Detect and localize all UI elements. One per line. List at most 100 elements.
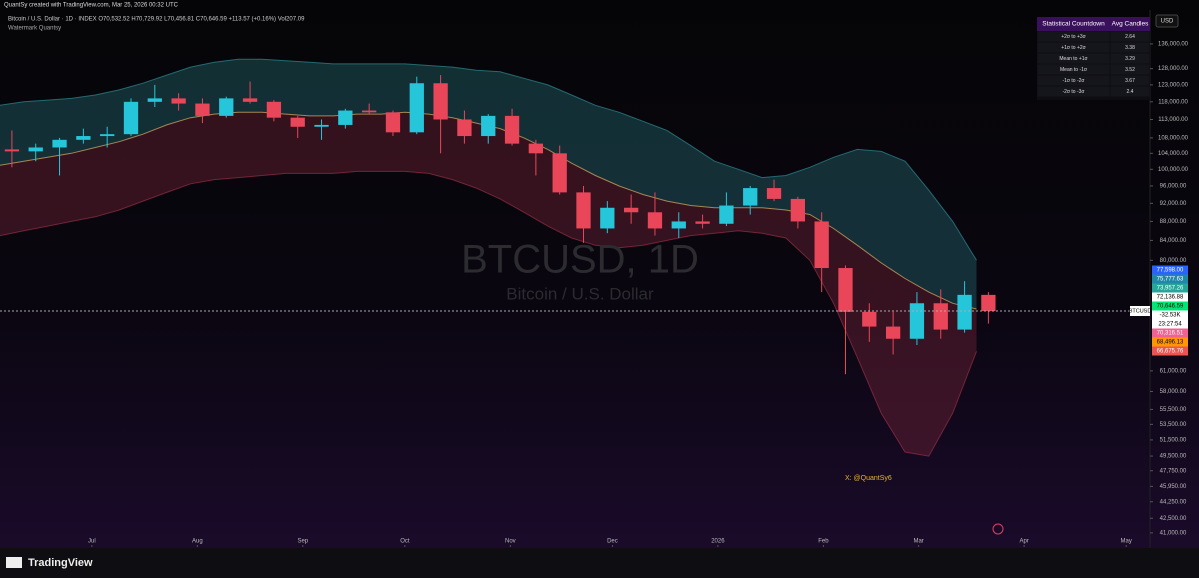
candle-body bbox=[504, 115, 520, 144]
table-header-cell bbox=[1037, 17, 1110, 31]
currency-box[interactable] bbox=[1155, 14, 1179, 28]
upper-band-line bbox=[0, 58, 977, 261]
candle-body bbox=[790, 198, 805, 222]
candle-body bbox=[409, 83, 424, 133]
candle-body bbox=[766, 188, 782, 199]
candle-body bbox=[433, 83, 448, 120]
lower-band-line bbox=[0, 170, 977, 457]
candle-body bbox=[957, 294, 972, 330]
x-tick-label: Apr bbox=[1019, 539, 1028, 545]
candle-body bbox=[743, 188, 758, 206]
candle-body bbox=[290, 117, 305, 127]
event-icon[interactable] bbox=[992, 523, 1004, 535]
price-tag: -32.53K bbox=[1159, 313, 1180, 319]
indicator-name: Watermark Quantsy bbox=[8, 26, 61, 32]
footer-logo bbox=[6, 557, 22, 568]
x-tick-label: Nov bbox=[505, 539, 516, 545]
table-cell-text: 2.4 bbox=[1127, 89, 1134, 95]
candle-body bbox=[242, 98, 258, 102]
candle-body bbox=[933, 303, 948, 330]
price-tag-box bbox=[1152, 310, 1188, 320]
y-tick-label: 123,000.00 bbox=[1158, 82, 1189, 88]
table-cell-text: Mean to +1σ bbox=[1059, 56, 1088, 62]
x-tick-label: Mar bbox=[913, 539, 923, 545]
price-tag-box bbox=[1152, 301, 1188, 311]
candle-body bbox=[623, 207, 639, 213]
candle-body bbox=[100, 134, 115, 137]
table-header: Statistical Countdown bbox=[1042, 21, 1105, 28]
candle-body bbox=[528, 143, 544, 154]
price-tag-box bbox=[1152, 274, 1188, 284]
y-tick-label: 118,000.00 bbox=[1158, 99, 1188, 105]
price-tag-box bbox=[1152, 346, 1188, 356]
table-header: Avg Candles bbox=[1112, 21, 1149, 28]
watermark-name: Bitcoin / U.S. Dollar bbox=[506, 284, 654, 303]
candle-body bbox=[266, 101, 282, 118]
y-tick-label: 128,000.00 bbox=[1158, 66, 1189, 72]
y-tick-label: 49,500.00 bbox=[1160, 454, 1187, 460]
table-cell bbox=[1037, 42, 1110, 53]
y-tick-label: 61,000.00 bbox=[1160, 368, 1187, 374]
handle: X: @QuantSy6 bbox=[845, 475, 892, 482]
upper-band bbox=[0, 59, 977, 310]
y-tick-label: 80,000.00 bbox=[1160, 258, 1187, 264]
price-tag-box bbox=[1152, 292, 1188, 302]
table-cell bbox=[1110, 75, 1150, 86]
candle-body bbox=[362, 110, 377, 113]
price-tag: 77,598.00 bbox=[1157, 268, 1184, 274]
price-tag-box bbox=[1152, 265, 1188, 275]
x-tick-label: Feb bbox=[818, 539, 829, 545]
y-tick-label: 92,000.00 bbox=[1160, 201, 1187, 207]
price-tag: 75,777.63 bbox=[1157, 277, 1184, 283]
candle-body bbox=[576, 192, 591, 229]
price-tag: 68,496.13 bbox=[1157, 340, 1184, 346]
y-tick-label: 53,500.00 bbox=[1160, 422, 1187, 428]
table-cell bbox=[1110, 42, 1150, 53]
price-tag: 73,957.26 bbox=[1157, 286, 1184, 292]
y-tick-label: 45,950.00 bbox=[1160, 484, 1187, 490]
x-tick-label: Sep bbox=[297, 539, 308, 545]
footer-brand: TradingView bbox=[28, 557, 93, 569]
candle-body bbox=[76, 136, 91, 140]
table-header-cell bbox=[1110, 17, 1150, 31]
symbol-tag-box bbox=[1130, 306, 1150, 317]
candle-body bbox=[981, 294, 996, 312]
table-cell-text: 3.29 bbox=[1125, 56, 1135, 62]
y-tick-label: 84,000.00 bbox=[1160, 238, 1187, 244]
lower-band bbox=[0, 112, 977, 457]
y-tick-label: 42,500.00 bbox=[1160, 516, 1187, 522]
x-tick-label: Jul bbox=[88, 539, 96, 545]
x-tick-label: Aug bbox=[192, 539, 203, 545]
candle-body bbox=[719, 205, 734, 224]
table-cell-text: Mean to -1σ bbox=[1060, 67, 1088, 73]
candle-body bbox=[671, 221, 686, 229]
y-tick-label: 113,000.00 bbox=[1158, 117, 1188, 123]
table-cell bbox=[1037, 64, 1110, 75]
candle-body bbox=[314, 124, 329, 127]
currency[interactable]: USD bbox=[1161, 19, 1174, 25]
candle-body bbox=[552, 153, 567, 193]
candle-body bbox=[695, 221, 710, 224]
y-tick-label: 96,000.00 bbox=[1160, 184, 1187, 190]
table-cell bbox=[1110, 53, 1150, 64]
price-tag: 70,316.51 bbox=[1157, 331, 1184, 337]
symbol-tag: BTCUSD bbox=[1129, 308, 1152, 314]
table-cell bbox=[1037, 86, 1110, 97]
x-tick-label: 2026 bbox=[711, 539, 725, 545]
table-cell-text: 3.38 bbox=[1125, 45, 1135, 51]
candle-body bbox=[814, 221, 829, 269]
table-cell-text: -1σ to -2σ bbox=[1062, 78, 1085, 84]
candle-body bbox=[481, 115, 496, 137]
candle-body bbox=[885, 326, 901, 339]
candle-body bbox=[600, 207, 615, 229]
x-tick-label: May bbox=[1121, 539, 1132, 545]
candle-body bbox=[219, 98, 234, 116]
table-cell-text: 3.52 bbox=[1125, 67, 1135, 73]
table-cell-text: 2.64 bbox=[1125, 34, 1135, 40]
y-tick-label: 41,000.00 bbox=[1160, 530, 1187, 536]
table-cell bbox=[1110, 64, 1150, 75]
table-cell bbox=[1037, 53, 1110, 64]
y-tick-label: 58,000.00 bbox=[1160, 389, 1187, 395]
x-tick-label: Dec bbox=[607, 539, 618, 545]
